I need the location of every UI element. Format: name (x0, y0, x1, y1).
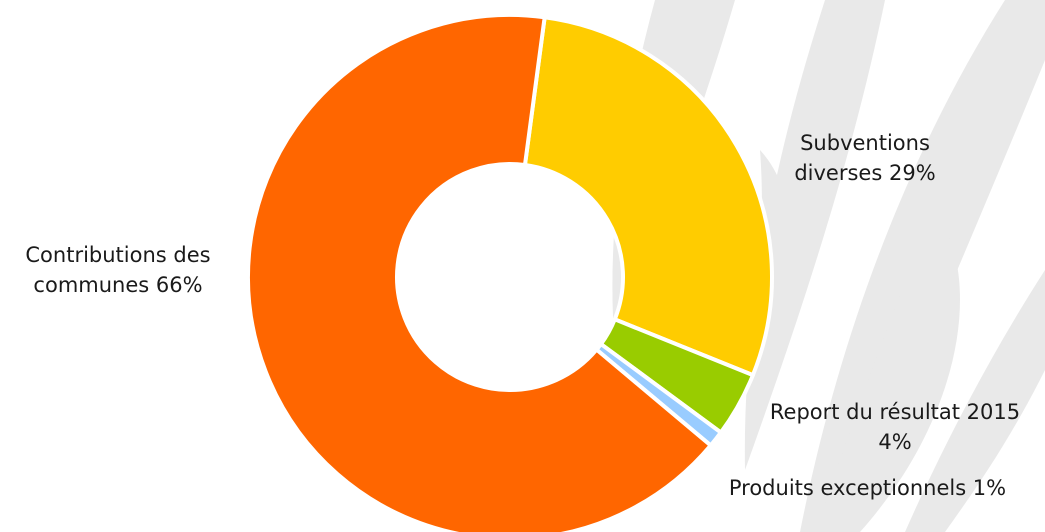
watermark-leaf-2 (744, 0, 885, 470)
donut-slice-1 (522, 15, 774, 378)
donut-slice-4 (246, 13, 713, 532)
watermark-leaf-5 (905, 270, 1045, 532)
label-produits-exceptionnels: Produits exceptionnels 1% (728, 476, 1007, 500)
label-contributions-communes: Contributions des communes 66% (25, 243, 211, 297)
label-report-resultat: Report du résultat 2015 4% (769, 400, 1021, 454)
watermark-leaf-4 (815, 210, 960, 532)
label-subventions: Subventions diverses 29% (794, 131, 936, 185)
donut-slices (246, 13, 774, 532)
